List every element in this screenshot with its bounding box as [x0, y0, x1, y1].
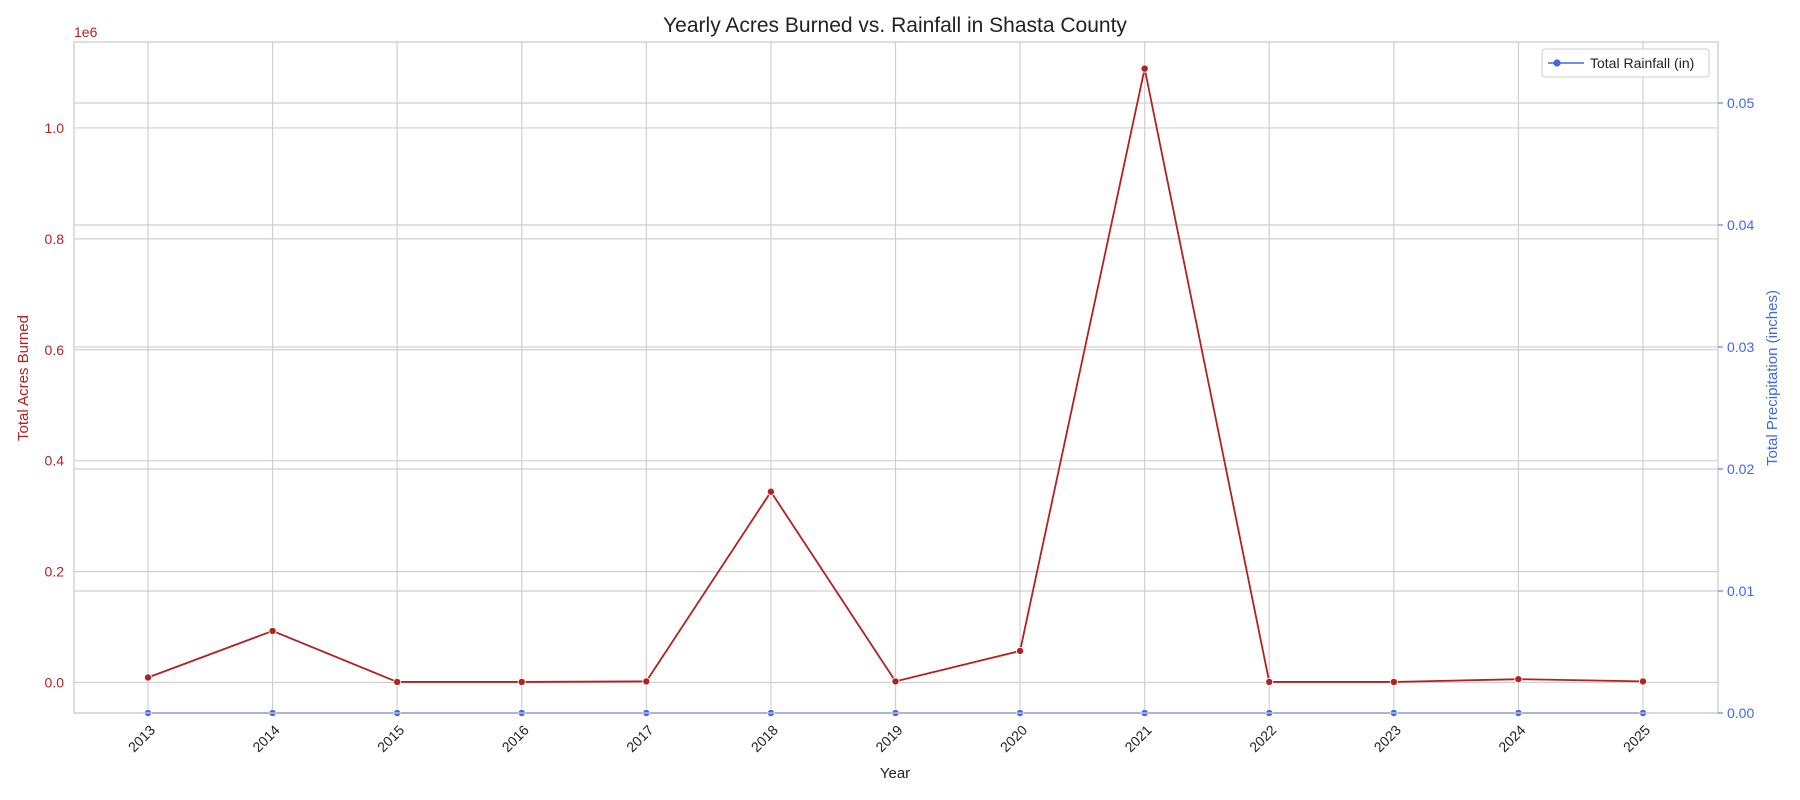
- data-point: [1016, 646, 1025, 655]
- x-tick-label: 2017: [623, 722, 656, 755]
- chart-title: Yearly Acres Burned vs. Rainfall in Shas…: [663, 14, 1127, 37]
- left-axis-offset-text: 1e6: [74, 24, 98, 40]
- data-point: [1140, 64, 1149, 73]
- data-point: [891, 677, 900, 686]
- data-point: [1639, 677, 1648, 686]
- legend-label: Total Rainfall (in): [1590, 55, 1694, 71]
- data-point: [517, 677, 526, 686]
- x-tick-label: 2024: [1495, 722, 1528, 755]
- x-tick-label: 2021: [1121, 722, 1154, 755]
- data-point: [766, 487, 775, 496]
- left-y-tick-label: 0.2: [45, 564, 65, 580]
- left-axis-label: Total Acres Burned: [15, 315, 32, 441]
- x-tick-label: 2014: [249, 722, 282, 755]
- data-point: [393, 677, 402, 686]
- right-y-tick-label: 0.05: [1727, 95, 1754, 111]
- right-axis-label: Total Precipitation (inches): [1764, 290, 1781, 466]
- left-y-tick-label: 0.4: [45, 453, 65, 469]
- right-y-tick-label: 0.02: [1727, 461, 1754, 477]
- data-point: [268, 626, 277, 635]
- x-tick-label: 2023: [1371, 722, 1404, 755]
- x-axis-label: Year: [880, 765, 910, 782]
- plot-frame: [73, 41, 1719, 714]
- x-tick-label: 2015: [374, 722, 407, 755]
- right-y-tick-label: 0.04: [1727, 217, 1754, 233]
- x-tick-label: 2016: [499, 722, 532, 755]
- data-point: [143, 673, 152, 682]
- left-y-tick-label: 0.6: [45, 342, 65, 358]
- x-tick-label: 2018: [748, 722, 781, 755]
- x-tick-label: 2020: [997, 722, 1030, 755]
- data-point: [642, 677, 651, 686]
- left-y-tick-label: 0.8: [45, 231, 65, 247]
- data-point: [1514, 675, 1523, 684]
- right-y-tick-label: 0.03: [1727, 339, 1754, 355]
- data-point: [1389, 677, 1398, 686]
- data-point: [1265, 677, 1274, 686]
- right-y-tick-label: 0.00: [1727, 705, 1754, 721]
- legend-swatch-marker: [1553, 59, 1561, 67]
- x-tick-label: 2019: [872, 722, 905, 755]
- axes-layer: 2013 2014 2015 2016 2017 2018 2019 2020 2021 2022…: [45, 41, 1754, 755]
- right-y-tick-label: 0.01: [1727, 583, 1754, 599]
- grid-layer: [74, 42, 1718, 714]
- legend-box: [1541, 48, 1710, 78]
- x-tick-label: 2022: [1246, 722, 1279, 755]
- x-tick-label: 2025: [1620, 722, 1653, 755]
- x-tick-label: 2013: [125, 722, 158, 755]
- left-y-tick-label: 1.0: [45, 120, 65, 136]
- legend: Total Rainfall (in): [1541, 48, 1710, 78]
- left-y-tick-label: 0.0: [45, 675, 65, 691]
